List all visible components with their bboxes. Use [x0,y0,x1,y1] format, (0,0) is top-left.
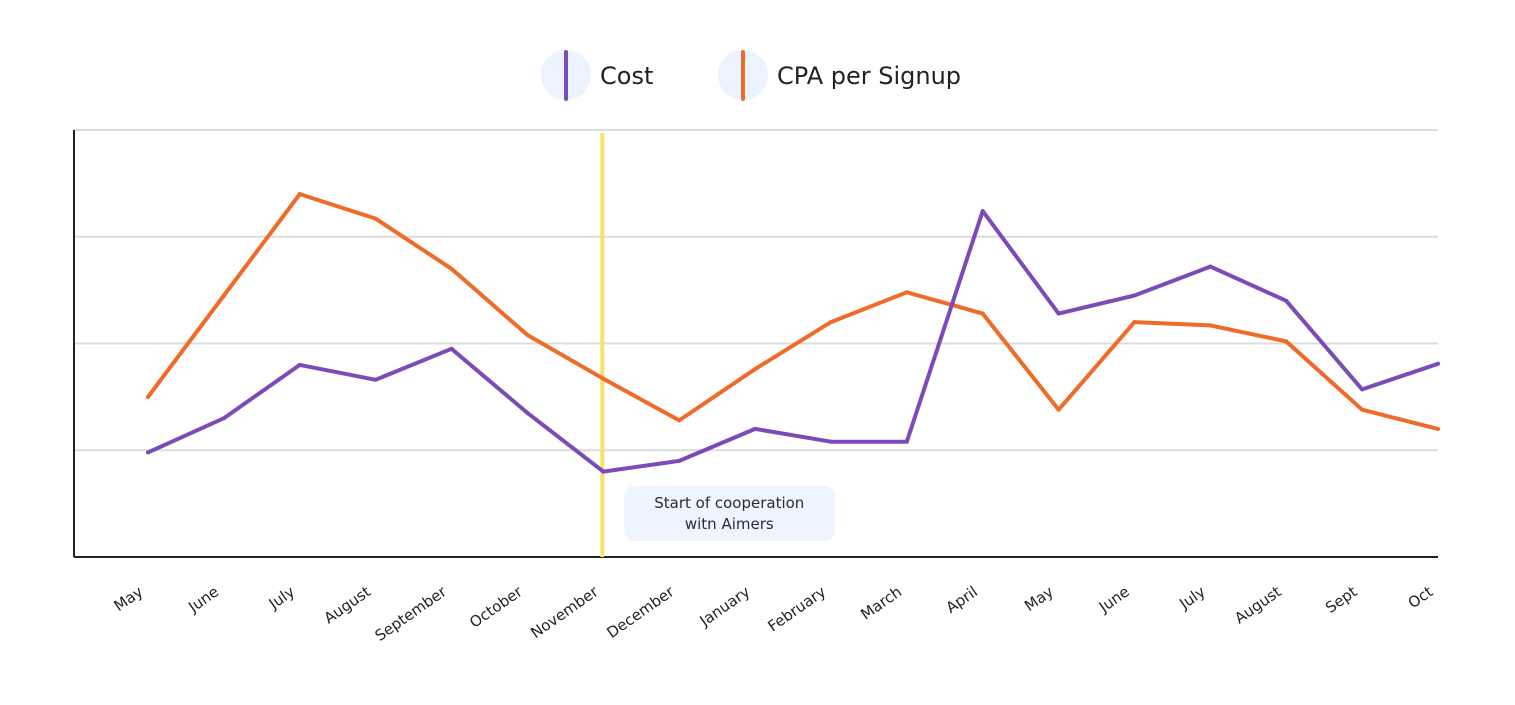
x-tick-label: December [603,582,678,642]
annotation-box [624,486,836,541]
x-tick-label: April [943,583,981,617]
x-tick-label: November [527,582,602,642]
point-cost-4 [449,346,454,351]
point-cost-2 [297,362,302,367]
point-cost-6 [601,469,606,474]
legend: Cost CPA per Signup [541,50,961,101]
point-cpa-per-signup-13 [1132,320,1137,325]
point-cpa-per-signup-10 [904,290,909,295]
x-tick-label: Sept [1322,582,1360,616]
point-cpa-per-signup-12 [1056,407,1061,412]
series-line-cpa-per-signup [146,192,1440,431]
point-cost-0 [146,450,150,455]
x-tick-label: March [857,583,905,624]
point-cost-10 [904,439,909,444]
point-cpa-per-signup-9 [828,320,833,325]
point-cost-5 [525,410,530,415]
point-cpa-per-signup-6 [601,376,606,381]
point-cpa-per-signup-2 [297,192,302,197]
point-cpa-per-signup-0 [146,394,150,399]
x-tick-label: June [1095,583,1133,617]
point-cost-17 [1436,361,1440,366]
point-cost-16 [1360,387,1365,392]
x-tick-label: August [1231,582,1284,627]
point-cost-3 [373,377,378,382]
point-cpa-per-signup-17 [1436,426,1440,431]
x-tick-label: February [764,582,829,635]
point-cost-12 [1056,311,1061,316]
annotation-text-line-1: Start of cooperation [654,494,804,512]
annotation-text-line-2: witn Aimers [685,515,774,533]
x-tick-label: May [1021,582,1057,615]
x-tick-label: January [696,582,754,630]
legend-cost-label: Cost [600,62,653,90]
point-cost-7 [677,458,682,463]
point-cpa-per-signup-14 [1208,323,1213,328]
point-cpa-per-signup-15 [1284,339,1289,344]
point-cost-15 [1284,298,1289,303]
point-cpa-per-signup-8 [753,367,758,372]
point-cost-1 [221,416,226,421]
x-tick-label: September [372,582,451,645]
point-cpa-per-signup-3 [373,216,378,221]
point-cost-8 [753,426,758,431]
x-tick-label: May [111,582,147,615]
point-cpa-per-signup-7 [677,418,682,423]
x-tick-label: July [1175,582,1208,613]
x-tick-label: Oct [1405,582,1437,612]
legend-item-cost[interactable]: Cost [541,50,653,101]
point-cost-13 [1132,293,1137,298]
series-lines [146,192,1440,474]
series-line-cost [146,209,1440,474]
x-tick-label: June [184,583,222,617]
point-cost-14 [1208,264,1213,269]
x-tick-label: July [265,582,298,613]
grid-lines [74,129,1438,452]
x-tick-label: October [466,582,526,632]
point-cpa-per-signup-11 [980,311,985,316]
x-tick-label: August [321,582,374,627]
point-cpa-per-signup-5 [525,332,530,337]
point-cost-9 [828,439,833,444]
legend-cpa-label: CPA per Signup [777,62,961,90]
point-cpa-per-signup-1 [221,293,226,298]
legend-item-cpa[interactable]: CPA per Signup [718,50,961,101]
point-cpa-per-signup-4 [449,266,454,271]
axes [73,130,1438,558]
annotation: Start of cooperation witn Aimers [600,133,836,557]
point-cpa-per-signup-16 [1360,407,1365,412]
point-cost-11 [980,209,985,214]
